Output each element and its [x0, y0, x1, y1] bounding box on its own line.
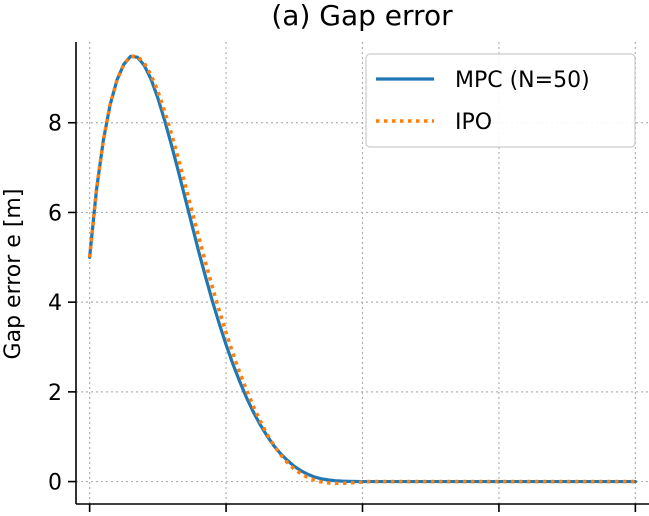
series-layer — [87, 54, 637, 486]
y-tick-label: 6 — [48, 201, 62, 226]
chart-title: (a) Gap error — [271, 0, 453, 32]
y-axis-label: Gap error e [m] — [1, 189, 26, 360]
y-tick-label: 8 — [48, 112, 62, 137]
legend: MPC (N=50) IPO — [365, 53, 636, 148]
legend-label-mpc: MPC (N=50) — [455, 68, 590, 93]
legend-label-ipo: IPO — [455, 110, 492, 135]
legend-frame — [365, 53, 636, 148]
y-tick-label: 0 — [48, 471, 62, 496]
y-tick-label: 2 — [48, 381, 62, 406]
series-line-ipo — [87, 54, 636, 486]
ticks: 0 2 4 6 8 — [48, 112, 637, 512]
y-tick-label: 4 — [48, 291, 62, 316]
